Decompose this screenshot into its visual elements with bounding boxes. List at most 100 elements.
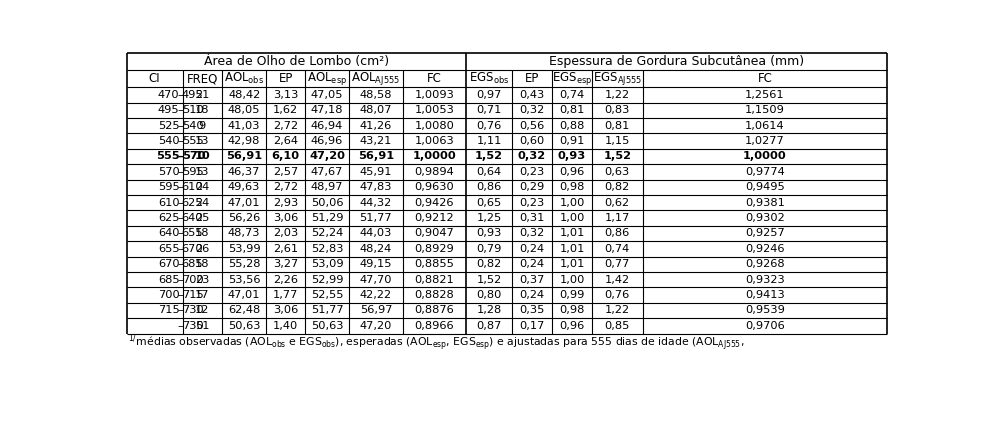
Text: 43,21: 43,21 (360, 136, 392, 146)
Text: 510: 510 (182, 105, 204, 115)
Text: 56,91: 56,91 (226, 151, 262, 162)
Text: 525: 525 (158, 121, 179, 131)
Text: 2,57: 2,57 (273, 167, 299, 177)
Text: 52,55: 52,55 (311, 290, 343, 300)
Text: 3,06: 3,06 (273, 213, 299, 223)
Text: 2,61: 2,61 (273, 244, 298, 254)
Text: 0,60: 0,60 (519, 136, 545, 146)
Text: EGS$_\mathrm{obs}$: EGS$_\mathrm{obs}$ (469, 71, 509, 86)
Text: 0,86: 0,86 (604, 229, 630, 238)
Text: 1,0053: 1,0053 (414, 105, 454, 115)
Text: 0,29: 0,29 (519, 182, 545, 192)
Text: 655: 655 (182, 229, 204, 238)
Text: 9: 9 (199, 121, 206, 131)
Text: 6,10: 6,10 (272, 151, 300, 162)
Text: 0,9323: 0,9323 (745, 275, 785, 285)
Text: 595: 595 (157, 182, 179, 192)
Text: 0,99: 0,99 (559, 290, 584, 300)
Text: 1,62: 1,62 (273, 105, 298, 115)
Text: 0,56: 0,56 (519, 121, 545, 131)
Text: 46,37: 46,37 (227, 167, 260, 177)
Text: –: – (177, 136, 183, 146)
Text: 1,0093: 1,0093 (414, 90, 454, 100)
Text: –: – (177, 244, 183, 254)
Text: 55,28: 55,28 (227, 259, 260, 269)
Text: 0,9302: 0,9302 (745, 213, 785, 223)
Text: 41,03: 41,03 (227, 121, 260, 131)
Text: 1,52: 1,52 (475, 151, 503, 162)
Text: 41,26: 41,26 (360, 121, 392, 131)
Text: 62,48: 62,48 (228, 306, 260, 315)
Text: 0,79: 0,79 (477, 244, 501, 254)
Text: 0,87: 0,87 (477, 321, 501, 331)
Text: 18: 18 (195, 229, 210, 238)
Text: 715: 715 (157, 306, 179, 315)
Text: 0,65: 0,65 (477, 198, 501, 208)
Text: 1,28: 1,28 (477, 306, 501, 315)
Text: 48,73: 48,73 (227, 229, 260, 238)
Text: 47,20: 47,20 (360, 321, 392, 331)
Text: 52,24: 52,24 (311, 229, 343, 238)
Text: 0,31: 0,31 (519, 213, 545, 223)
Text: 730: 730 (182, 306, 204, 315)
Text: 0,35: 0,35 (519, 306, 545, 315)
Text: 1,0063: 1,0063 (414, 136, 454, 146)
Text: –: – (177, 259, 183, 269)
Text: 715: 715 (182, 290, 204, 300)
Text: 2,72: 2,72 (273, 121, 298, 131)
Text: 21: 21 (195, 90, 210, 100)
Text: 49,15: 49,15 (360, 259, 392, 269)
Text: 1,52: 1,52 (477, 275, 501, 285)
Text: 1,01: 1,01 (559, 229, 584, 238)
Text: 0,74: 0,74 (560, 90, 584, 100)
Text: 2,03: 2,03 (273, 229, 299, 238)
Text: 0,43: 0,43 (519, 90, 545, 100)
Text: 47,20: 47,20 (309, 151, 345, 162)
Text: –: – (177, 121, 183, 131)
Text: 0,85: 0,85 (604, 321, 630, 331)
Text: 0,82: 0,82 (604, 182, 630, 192)
Text: 0,76: 0,76 (604, 290, 630, 300)
Text: Área de Olho de Lombo (cm²): Área de Olho de Lombo (cm²) (204, 55, 389, 68)
Text: –: – (177, 182, 183, 192)
Text: 495: 495 (158, 105, 179, 115)
Text: 0,77: 0,77 (604, 259, 630, 269)
Text: 640: 640 (158, 229, 179, 238)
Text: 47,18: 47,18 (311, 105, 343, 115)
Text: 3,27: 3,27 (273, 259, 299, 269)
Text: 1,00: 1,00 (559, 198, 584, 208)
Text: 48,42: 48,42 (228, 90, 260, 100)
Text: $^{1/}$médias observadas (AOL$_\mathrm{obs}$ e EGS$_\mathrm{obs}$), esperadas (A: $^{1/}$médias observadas (AOL$_\mathrm{o… (128, 332, 744, 353)
Text: CI: CI (148, 72, 160, 85)
Text: 46,94: 46,94 (311, 121, 343, 131)
Text: 56,26: 56,26 (228, 213, 260, 223)
Text: 0,32: 0,32 (519, 229, 545, 238)
Text: 1,0277: 1,0277 (745, 136, 785, 146)
Text: 48,24: 48,24 (360, 244, 392, 254)
Text: –: – (177, 198, 183, 208)
Text: 540: 540 (158, 136, 179, 146)
Text: 595: 595 (182, 167, 204, 177)
Text: 1,2561: 1,2561 (745, 90, 784, 100)
Text: 685: 685 (158, 275, 179, 285)
Text: 0,9257: 0,9257 (745, 229, 785, 238)
Text: 0,96: 0,96 (560, 321, 584, 331)
Text: 0,9630: 0,9630 (414, 182, 454, 192)
Text: 1,0000: 1,0000 (412, 151, 456, 162)
Text: 3,13: 3,13 (273, 90, 299, 100)
Text: AOL$_\mathrm{AJ555}$: AOL$_\mathrm{AJ555}$ (351, 70, 401, 87)
Text: 0,9413: 0,9413 (745, 290, 785, 300)
Text: 0,9774: 0,9774 (745, 167, 785, 177)
Text: 23: 23 (195, 275, 210, 285)
Text: 625: 625 (182, 198, 204, 208)
Text: 1,15: 1,15 (604, 136, 630, 146)
Text: 47,70: 47,70 (360, 275, 392, 285)
Text: 18: 18 (195, 259, 210, 269)
Text: 47,01: 47,01 (227, 198, 260, 208)
Text: 0,9212: 0,9212 (414, 213, 454, 223)
Text: 13: 13 (195, 167, 210, 177)
Text: 42,22: 42,22 (360, 290, 392, 300)
Text: –: – (177, 151, 183, 162)
Text: 0,23: 0,23 (519, 167, 545, 177)
Text: 3,06: 3,06 (273, 306, 299, 315)
